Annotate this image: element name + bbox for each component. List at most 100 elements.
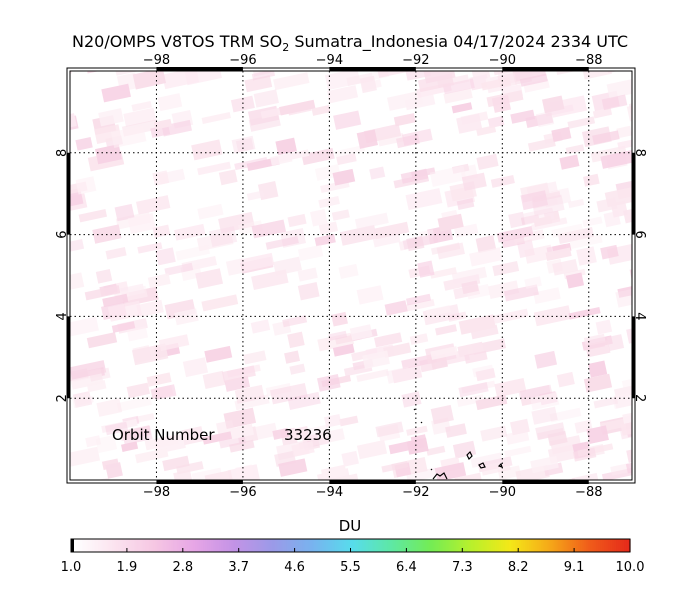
so2-pixel-cell	[635, 345, 662, 363]
so2-pixel-cell	[317, 373, 341, 392]
so2-pixel-cell	[102, 293, 129, 308]
colorbar-segment	[367, 539, 371, 552]
colorbar-segment	[296, 539, 299, 552]
so2-pixel-cell	[569, 234, 603, 250]
so2-pixel-cell	[630, 288, 632, 303]
colorbar-segment	[576, 539, 579, 552]
so2-pixel-cell	[476, 125, 497, 136]
colorbar-segment	[187, 539, 190, 552]
colorbar-segment	[564, 539, 568, 552]
colorbar-segment	[89, 539, 93, 552]
so2-pixel-cell	[496, 226, 534, 243]
so2-pixel-cell	[155, 247, 176, 266]
so2-pixel-cell	[221, 365, 256, 383]
colorbar-segment	[443, 539, 446, 552]
so2-pixel-cell	[565, 272, 585, 289]
colorbar-segment	[586, 539, 589, 552]
colorbar-segment	[199, 539, 202, 552]
so2-pixel-cell	[549, 407, 582, 423]
so2-pixel-cell	[250, 319, 271, 334]
longitude-tick-label: −88	[575, 485, 602, 500]
colorbar-segment	[322, 539, 325, 552]
colorbar-segment	[338, 539, 341, 552]
so2-pixel-cell	[417, 260, 435, 278]
colorbar-segment	[502, 539, 506, 552]
so2-pixel-cell	[202, 370, 226, 389]
colorbar-segment	[534, 539, 538, 552]
colorbar-segment	[536, 539, 540, 552]
so2-pixel-cell	[406, 467, 438, 480]
so2-pixel-cell	[218, 211, 255, 234]
colorbar-segment	[401, 539, 405, 552]
colorbar-segment	[79, 539, 83, 552]
so2-pixel-cell	[601, 94, 628, 111]
so2-pixel-cell	[157, 93, 183, 112]
so2-pixel-cell	[422, 304, 461, 326]
colorbar-segment	[278, 539, 282, 552]
so2-pixel-cell	[253, 89, 279, 108]
colorbar-segment	[500, 539, 504, 552]
colorbar-segment	[218, 539, 222, 552]
so2-pixel-cell	[405, 188, 443, 211]
so2-pixel-cell	[425, 305, 451, 318]
so2-pixel-cell	[405, 293, 432, 306]
colorbar-segment	[75, 539, 79, 552]
so2-pixel-cell	[270, 152, 293, 166]
so2-pixel-cell	[434, 462, 467, 480]
so2-pixel-cell	[240, 252, 275, 272]
so2-pixel-cell	[503, 284, 539, 302]
colorbar-segment	[498, 539, 502, 552]
so2-pixel-cell	[640, 130, 665, 145]
so2-pixel-cell	[551, 223, 584, 238]
latitude-tick-label-right: 8	[632, 149, 647, 157]
colorbar-segment	[451, 539, 454, 552]
colorbar-segment	[419, 539, 423, 552]
so2-pixel-cell	[311, 105, 331, 116]
colorbar-segment	[328, 539, 331, 552]
so2-pixel-cell	[437, 213, 464, 232]
colorbar-segment	[538, 539, 542, 552]
so2-pixel-cell	[533, 305, 572, 327]
colorbar-segment	[467, 539, 470, 552]
colorbar-segment	[453, 539, 456, 552]
so2-pixel-cell	[181, 426, 205, 446]
colorbar-segment	[286, 539, 290, 552]
so2-pixel-cell	[381, 461, 409, 473]
colorbar-segment	[230, 539, 234, 552]
so2-pixel-cell	[110, 125, 147, 148]
so2-pixel-cell	[324, 414, 342, 428]
map-border-bands	[66, 67, 636, 484]
colorbar-segment	[193, 539, 196, 552]
so2-pixel-cell	[196, 231, 234, 252]
colorbar-segment	[294, 539, 297, 552]
colorbar-segment	[109, 539, 113, 552]
colorbar-segment	[437, 539, 440, 552]
colorbar-segment	[413, 539, 417, 552]
so2-pixel-cell	[458, 381, 489, 398]
so2-pixel-cell	[265, 236, 299, 250]
so2-pixel-cell	[317, 332, 355, 352]
colorbar-tick-label: 10.0	[616, 560, 645, 575]
colorbar-segment	[242, 539, 246, 552]
colorbar-segment	[363, 539, 367, 552]
so2-pixel-cell	[176, 461, 204, 475]
colorbar-segment	[455, 539, 458, 552]
colorbar-segment	[620, 539, 623, 552]
colorbar-segment	[330, 539, 333, 552]
colorbar-tick-label: 6.4	[396, 560, 417, 575]
so2-pixel-cell	[111, 321, 136, 333]
so2-pixel-cell	[649, 298, 680, 310]
so2-pixel-cell	[70, 71, 72, 78]
so2-pixel-cell	[393, 113, 416, 127]
so2-pixel-cell	[218, 169, 238, 186]
so2-pixel-cell	[635, 322, 655, 339]
colorbar-tick-labels: 1.0 1.9 2.8 3.7 4.6 5.5 6.4 7.3 8.2 9.1 10.0	[61, 560, 645, 575]
colorbar-segment	[161, 539, 164, 552]
so2-pixel-cell	[568, 198, 585, 209]
so2-pixel-cell	[373, 332, 403, 348]
colorbar-segment	[282, 539, 286, 552]
so2-pixel-cell	[620, 419, 632, 436]
so2-pixel-cell	[409, 333, 429, 345]
colorbar-segment	[91, 539, 95, 552]
colorbar-segment	[117, 539, 121, 552]
